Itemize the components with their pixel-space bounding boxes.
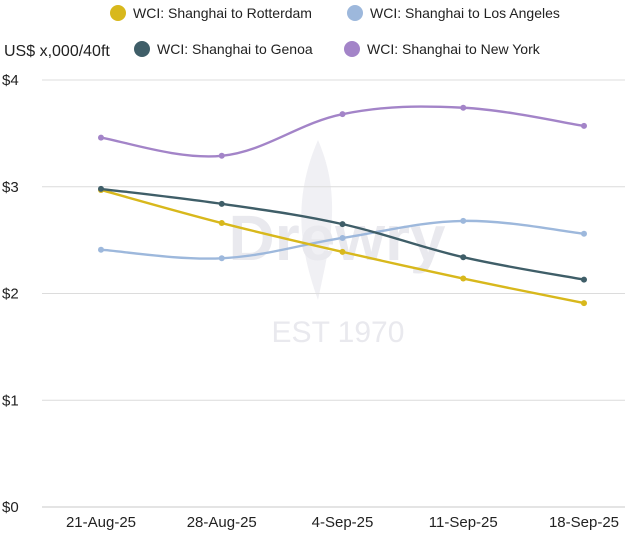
legend: WCI: Shanghai to Rotterdam WCI: Shanghai … [110,5,560,57]
y-tick-label: $1 [2,392,19,409]
data-point-wci-shanghai-to-los-angeles [581,230,587,237]
data-point-wci-shanghai-to-new-york [98,134,104,141]
data-point-wci-shanghai-to-genoa [460,254,467,261]
data-point-wci-shanghai-to-los-angeles [460,217,467,224]
y-tick-label: $2 [2,286,19,303]
data-point-wci-shanghai-to-los-angeles [218,255,225,262]
x-tick-label: 21-Aug-25 [66,514,136,531]
axes: $0 $1 $2 $3 $4 21-Aug-25 28-Aug-25 4-Sep-25 11-S… [2,72,625,531]
legend-marker [134,41,150,57]
x-tick-label: 4-Sep-25 [312,514,374,531]
legend-label: WCI: Shanghai to Rotterdam [133,5,312,21]
data-point-wci-shanghai-to-rotterdam [218,220,225,227]
data-point-wci-shanghai-to-los-angeles [339,234,346,241]
data-point-wci-shanghai-to-new-york [460,104,467,111]
legend-marker [347,5,363,21]
data-point-wci-shanghai-to-rotterdam [339,248,346,255]
legend-label: WCI: Shanghai to Genoa [157,41,313,57]
x-tick-label: 11-Sep-25 [429,514,498,531]
y-axis-unit-label: US$ x,000/40ft [4,43,110,60]
data-point-wci-shanghai-to-rotterdam [460,275,467,282]
data-point-wci-shanghai-to-genoa [339,221,346,228]
data-point-wci-shanghai-to-new-york [218,152,225,159]
data-point-wci-shanghai-to-genoa [218,200,225,207]
data-point-wci-shanghai-to-rotterdam [581,300,587,307]
legend-label: WCI: Shanghai to Los Angeles [370,5,560,21]
data-point-wci-shanghai-to-new-york [581,122,587,129]
series-lines [98,104,587,307]
data-point-wci-shanghai-to-genoa [98,185,104,192]
legend-marker [110,5,126,21]
x-tick-label: 28-Aug-25 [187,514,257,531]
x-tick-label: 18-Sep-25 [549,514,619,531]
data-point-wci-shanghai-to-los-angeles [98,246,104,253]
y-tick-label: $4 [2,72,19,89]
legend-marker [344,41,360,57]
y-tick-label: $3 [2,179,19,196]
data-point-wci-shanghai-to-genoa [581,276,587,283]
data-point-wci-shanghai-to-new-york [339,111,346,118]
legend-label: WCI: Shanghai to New York [367,41,541,57]
watermark-est: EST 1970 [272,316,405,349]
y-tick-label: $0 [2,499,19,516]
